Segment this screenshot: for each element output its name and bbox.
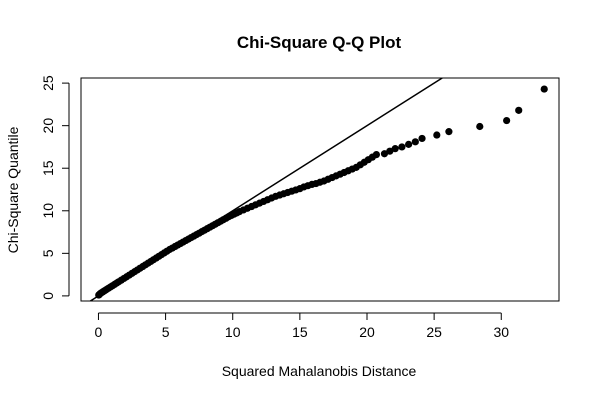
x-tick-label: 0: [95, 324, 103, 340]
data-point: [386, 147, 394, 155]
y-axis-label: Chi-Square Quantile: [5, 126, 21, 253]
chart-title: Chi-Square Q-Q Plot: [237, 33, 402, 52]
x-axis: 0 5 10 15 20 25 30: [95, 312, 509, 340]
data-point: [372, 151, 380, 159]
data-point: [411, 138, 419, 146]
data-point: [476, 122, 484, 131]
x-tick-label: 30: [493, 324, 509, 340]
y-axis: 0 5 10 15 20 25: [40, 75, 70, 300]
x-tick-label: 5: [162, 324, 170, 340]
data-point: [418, 134, 426, 143]
y-tick-label: 0: [40, 292, 56, 300]
x-tick-label: 25: [426, 324, 442, 340]
y-tick-label: 25: [40, 75, 56, 91]
y-tick-label: 20: [40, 118, 56, 134]
data-point: [445, 128, 453, 136]
x-tick-label: 10: [225, 324, 241, 340]
data-point: [433, 131, 441, 139]
data-point: [503, 116, 511, 125]
x-tick-label: 20: [359, 324, 375, 340]
data-point: [380, 150, 389, 158]
x-tick-label: 15: [292, 324, 308, 340]
y-tick-label: 10: [40, 203, 56, 219]
data-point: [391, 145, 399, 153]
plot-area: [88, 78, 548, 301]
data-point: [515, 106, 523, 114]
x-axis-label: Squared Mahalanobis Distance: [222, 363, 417, 379]
y-tick-label: 15: [40, 160, 56, 176]
data-point: [405, 140, 413, 148]
y-tick-label: 5: [40, 249, 56, 257]
data-point: [398, 143, 406, 151]
plot-frame: [80, 77, 560, 302]
data-point: [540, 85, 548, 93]
